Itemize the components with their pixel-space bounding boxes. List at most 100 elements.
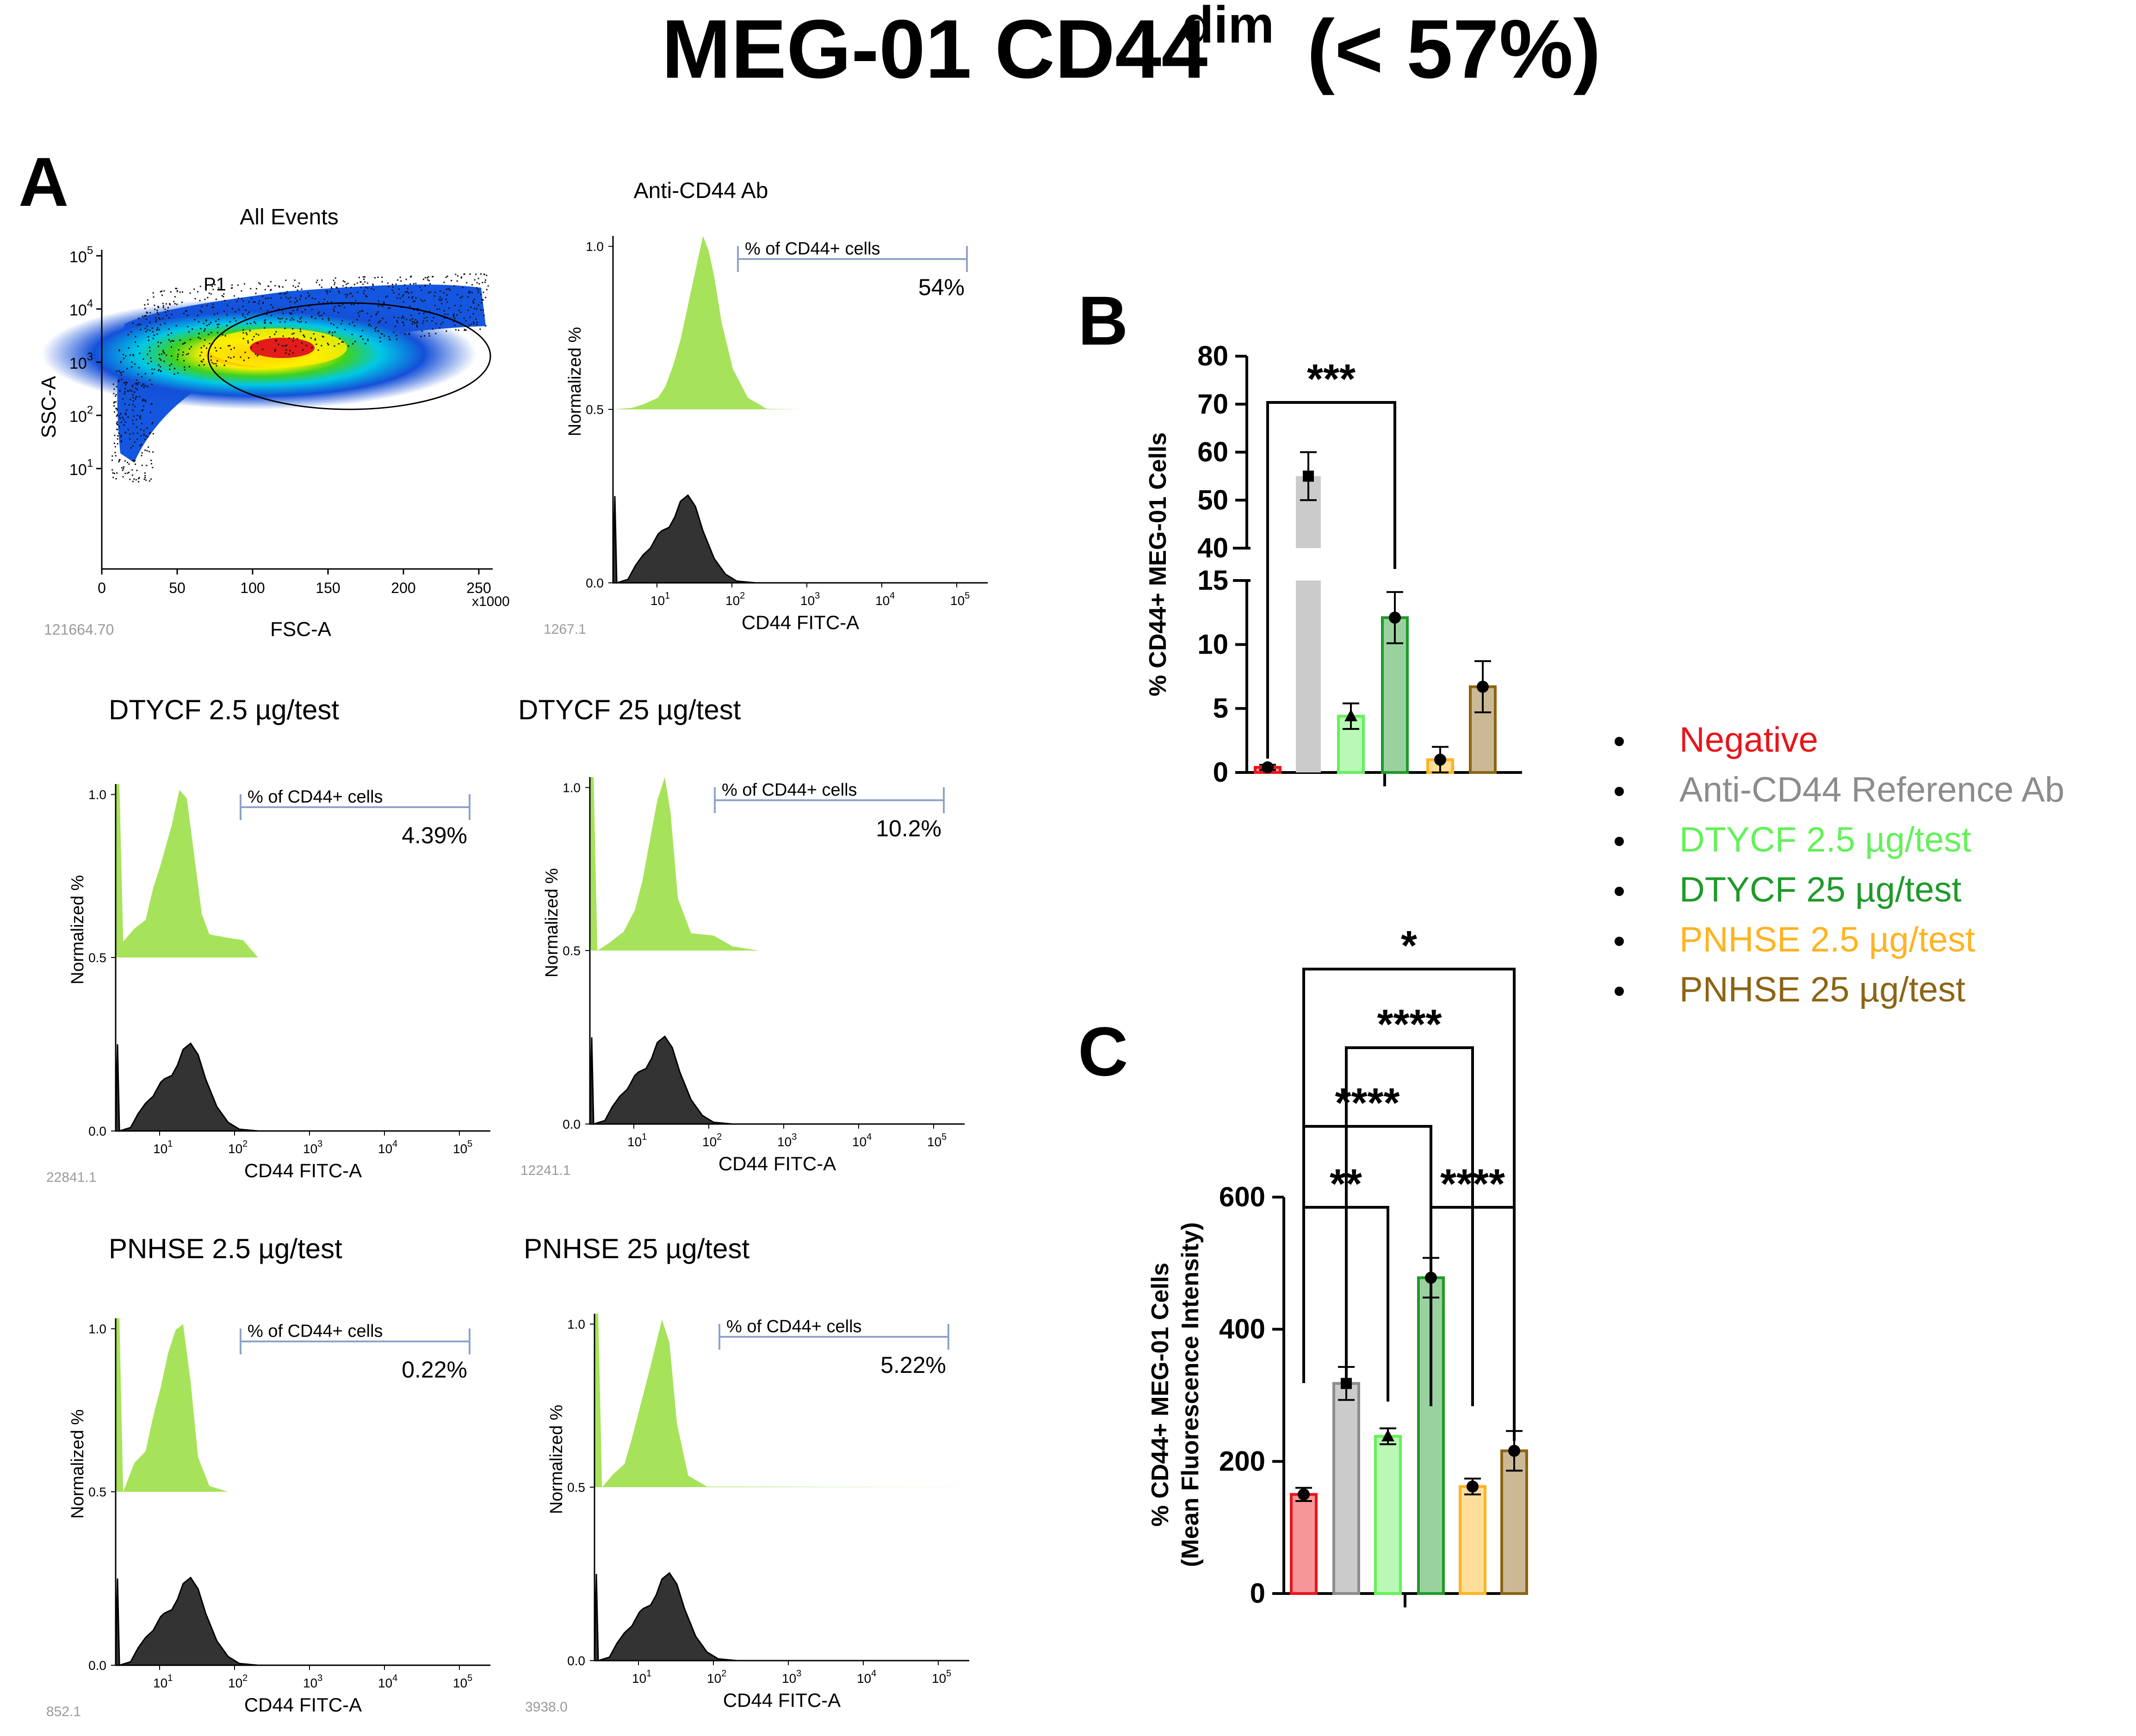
scatter-event (142, 409, 143, 411)
scatter-event (132, 386, 134, 388)
scatter-event (379, 320, 381, 322)
scatter-event (378, 300, 379, 302)
scatter-event (368, 324, 370, 326)
histogram-title: Anti-CD44 Ab (634, 179, 768, 203)
scatter-event (256, 355, 258, 357)
scatter-event (321, 315, 322, 316)
scatter-event (115, 394, 117, 395)
scatter-event (224, 335, 226, 337)
scatter-event (125, 384, 127, 386)
scatter-event (460, 305, 462, 307)
scatter-event (427, 279, 429, 281)
scatter-event (440, 323, 442, 325)
scatter-event (359, 277, 360, 278)
scatter-event (294, 302, 296, 303)
scatter-event (153, 334, 155, 336)
scatter-event (116, 415, 118, 417)
scatter-event (160, 342, 162, 344)
scatter-event (118, 350, 120, 352)
scatter-event (330, 286, 332, 288)
scatter-event (336, 327, 338, 328)
scatter-event (285, 279, 287, 281)
scatter-event (455, 329, 457, 331)
scatter-event (299, 328, 301, 330)
scatter-event (227, 345, 229, 347)
scatter-event (152, 331, 154, 333)
scatter-event (369, 323, 371, 325)
scatter-event (200, 360, 202, 362)
scatter-event (400, 280, 402, 282)
scatter-event (301, 311, 303, 313)
scatter-event (112, 476, 114, 478)
scatter-event (204, 328, 206, 330)
scatter-event (475, 273, 477, 275)
scatter-event (325, 290, 327, 292)
c-bar (1290, 1493, 1318, 1595)
scatter-event (353, 303, 355, 305)
c-significance-bracket (1302, 1206, 1389, 1402)
data-point-marker (1508, 1445, 1520, 1457)
scatter-event (124, 403, 126, 405)
scatter-event (126, 368, 128, 370)
scatter-event (132, 394, 134, 396)
histogram-y-tick-label: 1.0 (567, 1317, 585, 1332)
scatter-event (427, 276, 429, 278)
scatter-event (395, 326, 396, 327)
scatter-event (141, 452, 143, 454)
scatter-event (307, 292, 309, 294)
scatter-event (174, 368, 175, 370)
scatter-event (275, 331, 277, 333)
histogram-title: DTYCF 2.5 µg/test (109, 694, 339, 725)
scatter-event (124, 382, 126, 383)
scatter-event (366, 312, 368, 314)
scatter-event (404, 291, 406, 293)
dark-histogram (589, 1035, 732, 1125)
scatter-event (290, 313, 291, 315)
scatter-event (435, 333, 437, 334)
scatter-event (117, 443, 118, 445)
scatter-event (204, 339, 206, 341)
scatter-event (360, 335, 362, 337)
scatter-event (300, 295, 302, 297)
scatter-event (338, 290, 340, 292)
scatter-event (168, 339, 170, 341)
scatter-event (118, 379, 120, 381)
scatter-event (275, 340, 277, 342)
scatter-event (231, 308, 233, 309)
cd44-gate-label: % of CD44+ cells (248, 1322, 383, 1341)
scatter-event (234, 317, 235, 319)
scatter-event (421, 289, 422, 291)
histogram-x-tick-label: 102 (702, 1132, 722, 1149)
scatter-event (181, 302, 183, 303)
scatter-event (144, 327, 146, 329)
scatter-event (234, 295, 235, 297)
scatter-event (144, 439, 146, 440)
scatter-event (114, 434, 116, 436)
scatter-event (297, 289, 298, 291)
b-bar (1296, 581, 1321, 772)
scatter-event (274, 334, 276, 335)
scatter-event (412, 301, 414, 303)
data-point-marker (1303, 470, 1314, 482)
scatter-event (331, 288, 333, 290)
scatter-event (286, 291, 288, 293)
scatter-event (465, 320, 467, 322)
scatter-event (154, 309, 156, 310)
legend-label: DTYCF 2.5 µg/test (1679, 820, 1971, 859)
scatter-event (145, 318, 147, 320)
scatter-event (113, 473, 115, 474)
scatter-event (213, 363, 215, 364)
scatter-event (124, 432, 126, 433)
scatter-event (442, 321, 444, 323)
scatter-event (149, 350, 151, 352)
scatter-event (449, 289, 451, 291)
scatter-event (173, 373, 175, 375)
scatter-event (322, 336, 324, 338)
scatter-event (139, 352, 141, 354)
scatter-event (120, 361, 122, 363)
scatter-event (409, 334, 410, 335)
histogram-y-tick-label: 0.0 (586, 576, 604, 590)
scatter-event (127, 472, 129, 474)
scatter-event (138, 317, 140, 319)
scatter-event (208, 292, 210, 294)
